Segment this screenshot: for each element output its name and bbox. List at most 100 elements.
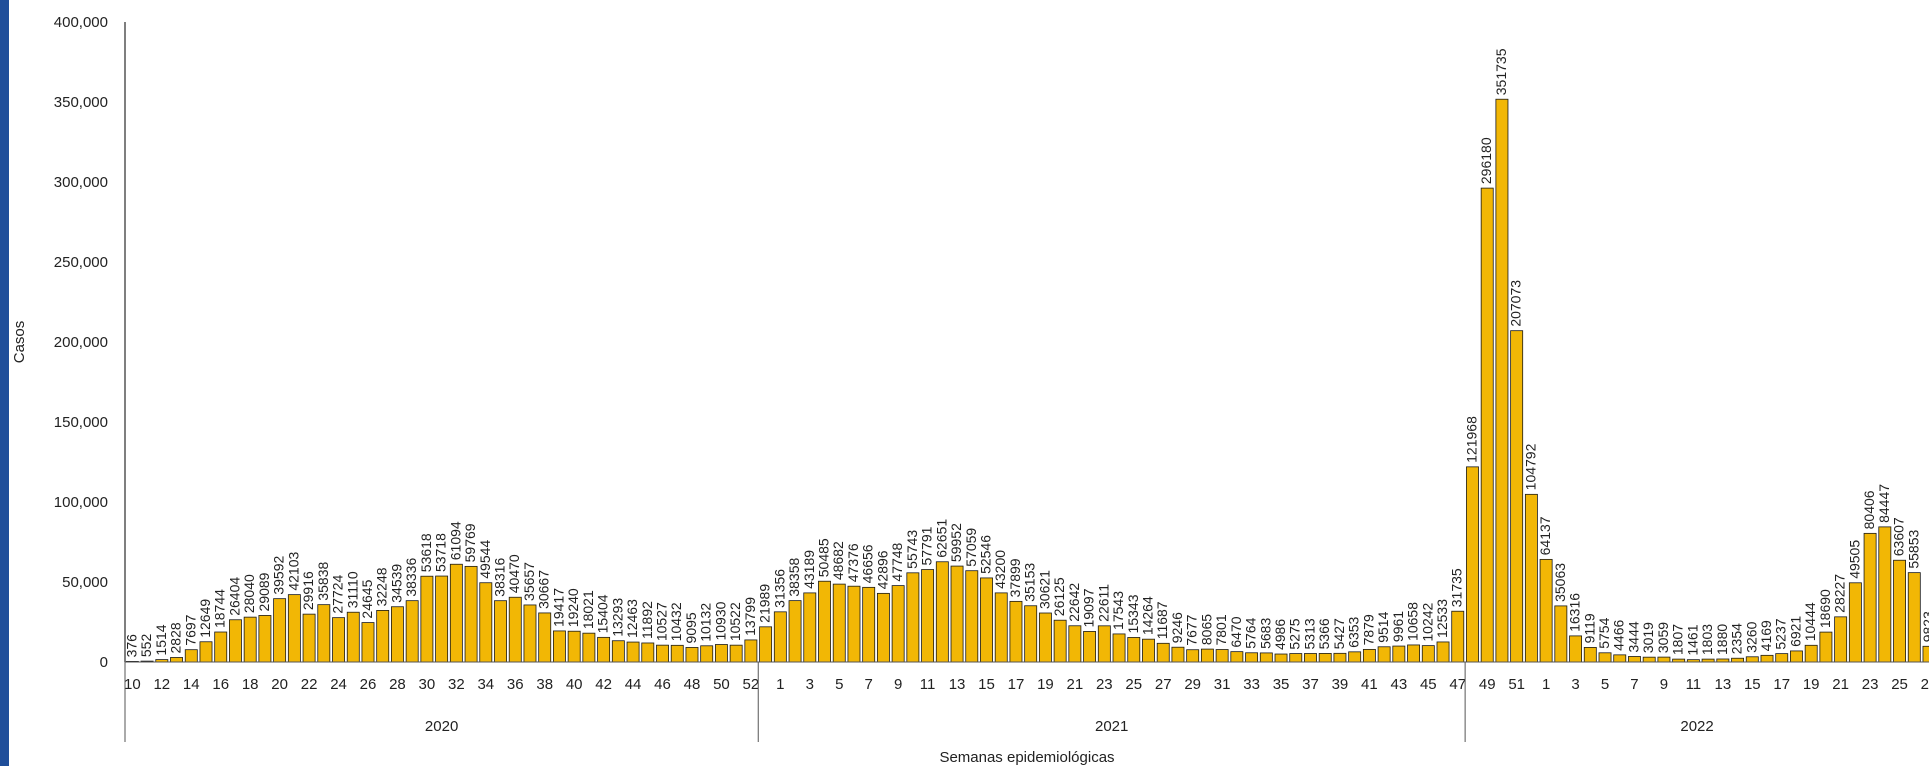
x-tick-label: 11 <box>1686 676 1702 693</box>
x-tick-label: 15 <box>1744 676 1761 693</box>
value-labels: 3765521514282876971264918744264042804029… <box>123 48 1929 657</box>
x-tick-label: 31 <box>1214 676 1231 693</box>
bar-value-label: 29916 <box>300 571 316 610</box>
bar <box>773 611 787 663</box>
bar <box>1230 651 1244 663</box>
bar <box>1495 98 1509 663</box>
bar-value-label: 84447 <box>1876 484 1892 523</box>
bar <box>346 611 360 663</box>
bar <box>1289 653 1303 663</box>
x-tick-label: 27 <box>1921 676 1929 693</box>
y-tick-label: 100,000 <box>54 494 108 511</box>
bar-value-label: 15343 <box>1125 594 1141 633</box>
x-tick-label: 30 <box>419 676 436 693</box>
bar-value-label: 6921 <box>1787 616 1803 647</box>
bar <box>788 600 802 663</box>
bar-value-label: 47376 <box>845 543 861 582</box>
x-tick-label: 17 <box>1008 676 1025 693</box>
bar-value-label: 3059 <box>1655 622 1671 653</box>
x-tick-label: 7 <box>865 676 873 693</box>
year-label: 2022 <box>1680 718 1713 735</box>
bar <box>1760 654 1774 663</box>
bar <box>980 577 993 663</box>
bar-value-label: 1803 <box>1699 624 1715 655</box>
x-tick-label: 5 <box>1601 676 1609 693</box>
bar-value-label: 24645 <box>359 579 375 618</box>
bar <box>1613 654 1627 663</box>
bar-value-label: 1461 <box>1684 624 1700 655</box>
bar-value-label: 12649 <box>197 599 213 638</box>
bar <box>1554 605 1568 663</box>
x-tick-label: 27 <box>1155 676 1172 693</box>
bar-value-label: 17543 <box>1110 591 1126 630</box>
bar <box>538 612 552 663</box>
bar <box>714 644 728 663</box>
bar <box>1775 653 1789 663</box>
bar <box>818 580 831 663</box>
bar-value-label: 2828 <box>168 622 184 653</box>
bar-value-label: 552 <box>138 634 154 658</box>
bar <box>1127 637 1141 663</box>
x-tick-label: 13 <box>1714 676 1731 693</box>
bar-value-label: 52546 <box>978 535 994 574</box>
x-tick-label: 5 <box>835 676 843 693</box>
bar <box>1097 625 1111 663</box>
bar-value-label: 5366 <box>1316 618 1332 649</box>
bar <box>1583 647 1597 663</box>
x-tick-label: 21 <box>1067 676 1084 693</box>
bar <box>641 642 655 663</box>
bar-value-label: 11687 <box>1154 601 1170 639</box>
bar-value-label: 5764 <box>1243 617 1259 648</box>
x-tick-label: 11 <box>920 676 936 693</box>
bar <box>1893 559 1906 663</box>
bar-value-label: 31735 <box>1449 568 1465 607</box>
x-tick-label: 24 <box>330 676 347 693</box>
bar <box>391 606 404 663</box>
x-tick-label: 26 <box>360 676 377 693</box>
bar <box>670 644 684 663</box>
bar <box>1304 653 1317 663</box>
bar <box>832 583 846 663</box>
bar <box>1112 633 1126 663</box>
y-tick-label: 350,000 <box>54 94 108 111</box>
x-tick-label: 32 <box>448 676 465 693</box>
bar <box>597 636 611 663</box>
x-tick-label: 33 <box>1243 676 1260 693</box>
bar-value-label: 9961 <box>1390 611 1406 642</box>
x-tick-label: 35 <box>1273 676 1290 693</box>
x-tick-label: 3 <box>806 676 814 693</box>
bar <box>1524 493 1538 663</box>
bar-value-label: 5237 <box>1773 618 1789 649</box>
bars-group <box>125 98 1929 663</box>
x-tick-label: 28 <box>389 676 406 693</box>
x-tick-label: 40 <box>566 676 583 693</box>
x-tick-label: 41 <box>1361 676 1378 693</box>
bar-value-label: 53618 <box>418 533 434 572</box>
x-tick-label: 47 <box>1449 676 1466 693</box>
bar-value-label: 22611 <box>1095 584 1111 622</box>
bar-value-label: 7879 <box>1360 614 1376 645</box>
bar <box>1362 648 1376 663</box>
year-label: 2021 <box>1095 718 1128 735</box>
bar <box>184 649 198 663</box>
bar <box>1480 187 1494 663</box>
bar <box>1745 656 1759 663</box>
bar-value-label: 55853 <box>1905 529 1921 568</box>
y-tick-label: 200,000 <box>54 334 108 351</box>
bar <box>1539 558 1553 663</box>
bar <box>1569 635 1583 663</box>
bar <box>229 619 242 663</box>
bar-value-label: 39592 <box>271 556 287 595</box>
x-tick-label: 45 <box>1420 676 1437 693</box>
bar <box>1156 642 1170 663</box>
bar <box>199 641 213 663</box>
x-tick-label: 43 <box>1391 676 1408 693</box>
bar <box>508 596 522 663</box>
bar <box>1053 619 1067 663</box>
bar-value-label: 21989 <box>757 584 773 623</box>
bar <box>449 563 463 663</box>
bar <box>906 572 920 663</box>
bar-value-label: 55743 <box>904 530 920 569</box>
bar <box>1392 645 1406 663</box>
